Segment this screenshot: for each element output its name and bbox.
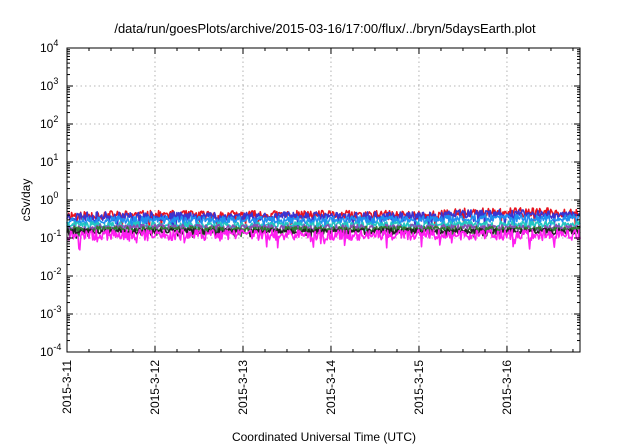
x-tick-labels: 2015-3-11 2015-3-12 2015-3-13 2015-3-14 2015… (60, 360, 514, 415)
y-tick-label: 10-3 (40, 304, 61, 321)
y-tick-label: 101 (40, 152, 58, 169)
y-axis-label: cSv/day (19, 179, 33, 222)
y-tick-labels: 10-4 10-3 10-2 10-1 100 101 102 103 104 (40, 38, 61, 359)
y-tick-label: 100 (40, 190, 58, 207)
x-tick-label: 2015-3-15 (412, 360, 426, 415)
y-tick-label: 10-1 (40, 228, 61, 245)
flux-series-8 (66, 228, 581, 251)
grid-layer (67, 48, 580, 352)
x-tick-label: 2015-3-12 (148, 360, 162, 415)
x-tick-label: 2015-3-16 (500, 360, 514, 415)
y-tick-label: 102 (40, 114, 58, 131)
y-tick-label: 103 (40, 76, 58, 93)
x-tick-label: 2015-3-11 (60, 360, 74, 414)
x-axis-label: Coordinated Universal Time (UTC) (232, 430, 416, 444)
y-tick-label: 10-2 (40, 266, 61, 283)
y-tick-label: 10-4 (40, 342, 61, 359)
chart-title: /data/run/goesPlots/archive/2015-03-16/1… (114, 21, 536, 36)
x-tick-label: 2015-3-14 (324, 360, 338, 415)
y-tick-label: 104 (40, 38, 58, 55)
x-tick-label: 2015-3-13 (236, 360, 250, 415)
tick-layer (66, 47, 580, 353)
series-layer (66, 207, 581, 251)
